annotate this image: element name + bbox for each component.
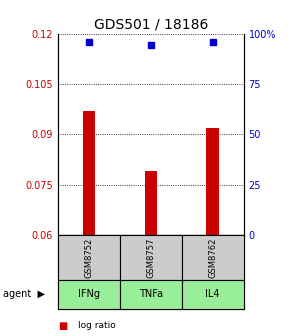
- Text: GSM8757: GSM8757: [146, 237, 155, 278]
- Text: TNFa: TNFa: [139, 289, 163, 299]
- Bar: [182, 280, 244, 309]
- Bar: [58, 235, 120, 280]
- Title: GDS501 / 18186: GDS501 / 18186: [94, 17, 208, 31]
- Text: agent  ▶: agent ▶: [3, 289, 45, 299]
- Bar: [120, 280, 182, 309]
- Bar: [58, 280, 120, 309]
- Bar: [145, 171, 157, 235]
- Bar: [83, 111, 95, 235]
- Bar: [120, 235, 182, 280]
- Bar: [182, 235, 244, 280]
- Bar: [206, 128, 219, 235]
- Text: ■: ■: [58, 321, 67, 331]
- Text: IFNg: IFNg: [78, 289, 100, 299]
- Text: IL4: IL4: [205, 289, 220, 299]
- Text: GSM8762: GSM8762: [208, 237, 217, 278]
- Text: GSM8752: GSM8752: [84, 237, 93, 278]
- Text: log ratio: log ratio: [78, 322, 116, 330]
